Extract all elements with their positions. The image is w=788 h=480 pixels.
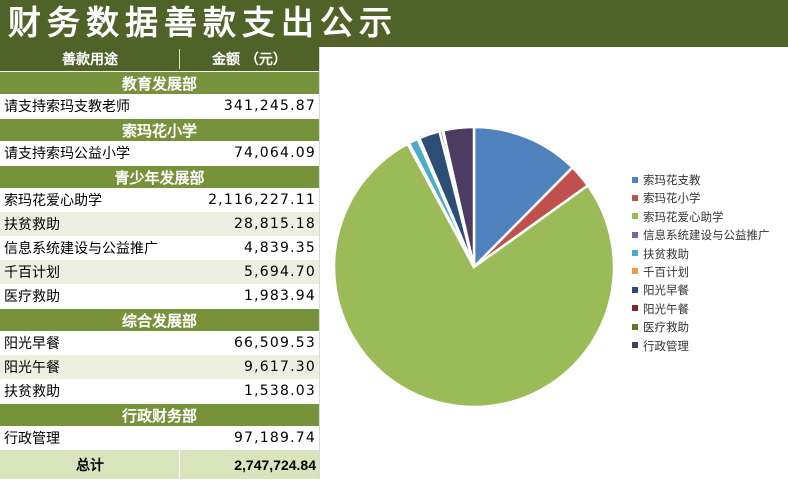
table-row: 信息系统建设与公益推广 4,839.35 (0, 236, 319, 260)
row-amount: 1,983.94 (244, 288, 316, 304)
legend-item: 阳光早餐 (632, 281, 787, 299)
legend-swatch (632, 176, 638, 183)
row-amount: 9,617.30 (244, 359, 316, 375)
table-row: 阳光午餐 9,617.30 (0, 355, 319, 379)
table-row: 医疗救助 1,983.94 (0, 284, 319, 308)
row-purpose: 索玛花爱心助学 (4, 193, 102, 209)
pie-chart (332, 125, 616, 409)
legend-item: 行政管理 (632, 337, 787, 355)
table-row: 行政管理 97,189.74 (0, 426, 319, 450)
row-amount: 2,116,227.11 (208, 192, 316, 208)
legend-item: 索玛花支教 (632, 171, 787, 189)
table-row: 阳光早餐 66,509.53 (0, 331, 319, 355)
table-row: 千百计划 5,694.70 (0, 260, 319, 284)
row-amount: 341,245.87 (223, 98, 316, 114)
legend-label: 信息系统建设与公益推广 (643, 228, 770, 243)
row-purpose: 请支持索玛支教老师 (4, 99, 130, 115)
row-amount: 97,189.74 (233, 430, 316, 446)
page-title: 财务数据善款支出公示 (8, 3, 398, 42)
total-row: 总计 2,747,724.84 (0, 450, 319, 479)
table-header-row: 善款用途 金额 （元） (0, 47, 319, 71)
legend-swatch (632, 323, 638, 330)
pie-slice (441, 125, 476, 268)
section-header: 青少年发展部 (0, 165, 319, 188)
row-amount: 1,538.03 (244, 383, 316, 399)
legend-item: 千百计划 (632, 263, 787, 281)
row-purpose: 扶贫救助 (4, 217, 60, 233)
legend-item: 阳光午餐 (632, 300, 787, 318)
legend-swatch (632, 342, 638, 349)
header-purpose: 善款用途 (0, 47, 180, 71)
table-row: 请支持索玛支教老师 341,245.87 (0, 94, 319, 118)
section-header: 教育发展部 (0, 71, 319, 94)
row-purpose: 阳光午餐 (4, 360, 60, 376)
table-row: 请支持索玛公益小学 74,064.09 (0, 141, 319, 165)
row-amount: 4,839.35 (244, 240, 316, 256)
pie-slice (472, 125, 575, 271)
section-header: 索玛花小学 (0, 118, 319, 141)
row-purpose: 请支持索玛公益小学 (4, 146, 130, 162)
table-row: 扶贫救助 1,538.03 (0, 379, 319, 403)
title-banner: 财务数据善款支出公示 (0, 0, 788, 47)
legend-label: 索玛花支教 (643, 173, 701, 187)
total-label: 总计 (0, 450, 180, 479)
legend-item: 索玛花小学 (632, 189, 787, 207)
legend-item: 索玛花爱心助学 (632, 208, 787, 226)
legend-swatch (632, 305, 638, 312)
legend-label: 医疗救助 (643, 320, 689, 335)
total-amount: 2,747,724.84 (234, 456, 316, 473)
legend-item: 医疗救助 (632, 318, 787, 336)
table-row: 扶贫救助 28,815.18 (0, 212, 319, 236)
row-purpose: 信息系统建设与公益推广 (4, 241, 158, 257)
chart-legend: 索玛花支教索玛花小学索玛花爱心助学信息系统建设与公益推广 扶贫救助千百计划阳光早餐… (632, 171, 787, 355)
row-amount: 66,509.53 (233, 335, 316, 351)
legend-item: 信息系统建设与公益推广 (632, 226, 787, 244)
row-purpose: 医疗救助 (4, 289, 60, 305)
legend-swatch (632, 286, 638, 293)
legend-label: 阳光早餐 (643, 283, 689, 298)
row-amount: 74,064.09 (233, 145, 316, 161)
pie-slice (332, 142, 616, 409)
legend-swatch (632, 268, 638, 275)
legend-swatch (632, 213, 638, 220)
section-header: 行政财务部 (0, 403, 319, 426)
header-amount: 金额 （元） (212, 52, 287, 68)
row-purpose: 阳光早餐 (4, 336, 60, 352)
legend-swatch (632, 250, 638, 257)
legend-label: 行政管理 (643, 338, 689, 353)
legend-label: 索玛花爱心助学 (643, 209, 724, 224)
row-purpose: 扶贫救助 (4, 384, 60, 400)
row-amount: 28,815.18 (233, 216, 316, 232)
legend-label: 扶贫救助 (643, 246, 689, 261)
legend-swatch (632, 231, 638, 238)
chart-area: 索玛花支教索玛花小学索玛花爱心助学信息系统建设与公益推广 扶贫救助千百计划阳光早餐… (319, 47, 788, 479)
row-purpose: 行政管理 (4, 431, 60, 447)
row-purpose: 千百计划 (4, 265, 60, 281)
legend-label: 阳光午餐 (643, 301, 689, 316)
table-row: 索玛花爱心助学 2,116,227.11 (0, 188, 319, 212)
row-amount: 5,694.70 (244, 264, 316, 280)
legend-label: 千百计划 (643, 264, 689, 279)
section-header: 综合发展部 (0, 308, 319, 331)
legend-label: 索玛花小学 (643, 191, 701, 206)
legend-item: 扶贫救助 (632, 245, 787, 263)
expenditure-table: 善款用途 金额 （元） 教育发展部 请支持索玛支教老师 341,245.87 索玛花小学请… (0, 47, 319, 479)
legend-swatch (632, 194, 638, 201)
